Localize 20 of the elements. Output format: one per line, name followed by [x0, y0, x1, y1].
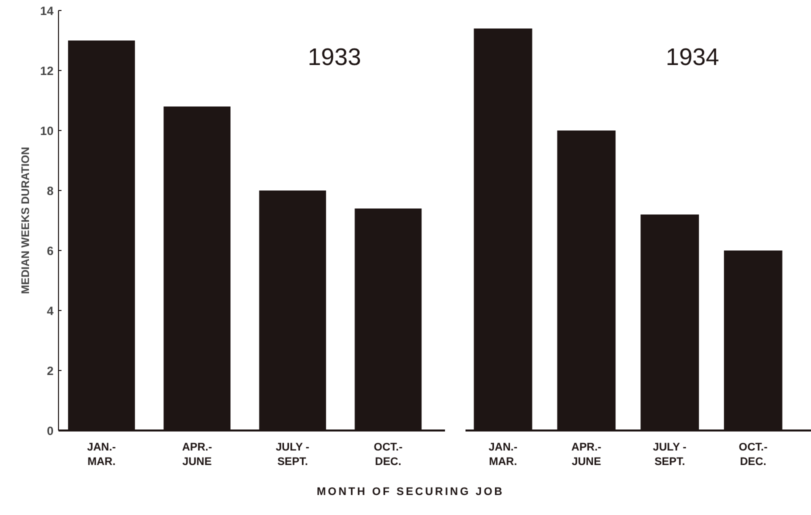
y-tick-label: 4 [46, 304, 54, 318]
x-tick-label: JULY - SEPT. [276, 442, 310, 468]
text: 1934 [666, 44, 720, 72]
x-tick-label: JAN.- MAR. [488, 442, 518, 468]
y-tick-label: 0 [46, 424, 54, 438]
y-tick-label: 2 [46, 364, 54, 378]
x-tick-label: APR.- JUNE [182, 442, 212, 468]
y-tick-label: 6 [46, 244, 54, 258]
y-tick-label: 14 [40, 4, 54, 18]
y-tick-label: 10 [40, 124, 54, 138]
x-tick-label: APR.- JUNE [571, 442, 602, 468]
x-tick-label: JULY - SEPT. [652, 442, 687, 468]
x-tick-label: JAN.- MAR. [87, 442, 116, 468]
y-tick-label: 12 [40, 64, 54, 78]
y-tick-label: 8 [46, 184, 54, 198]
x-axis-title: MONTH OF SECURING JOB [316, 485, 504, 500]
x-tick-label: OCT.- DEC. [738, 442, 768, 468]
text: 1933 [308, 44, 362, 72]
y-axis-title: MEDIAN WEEKS DURATION [20, 146, 32, 294]
x-tick-label: OCT.- DEC. [374, 442, 403, 468]
